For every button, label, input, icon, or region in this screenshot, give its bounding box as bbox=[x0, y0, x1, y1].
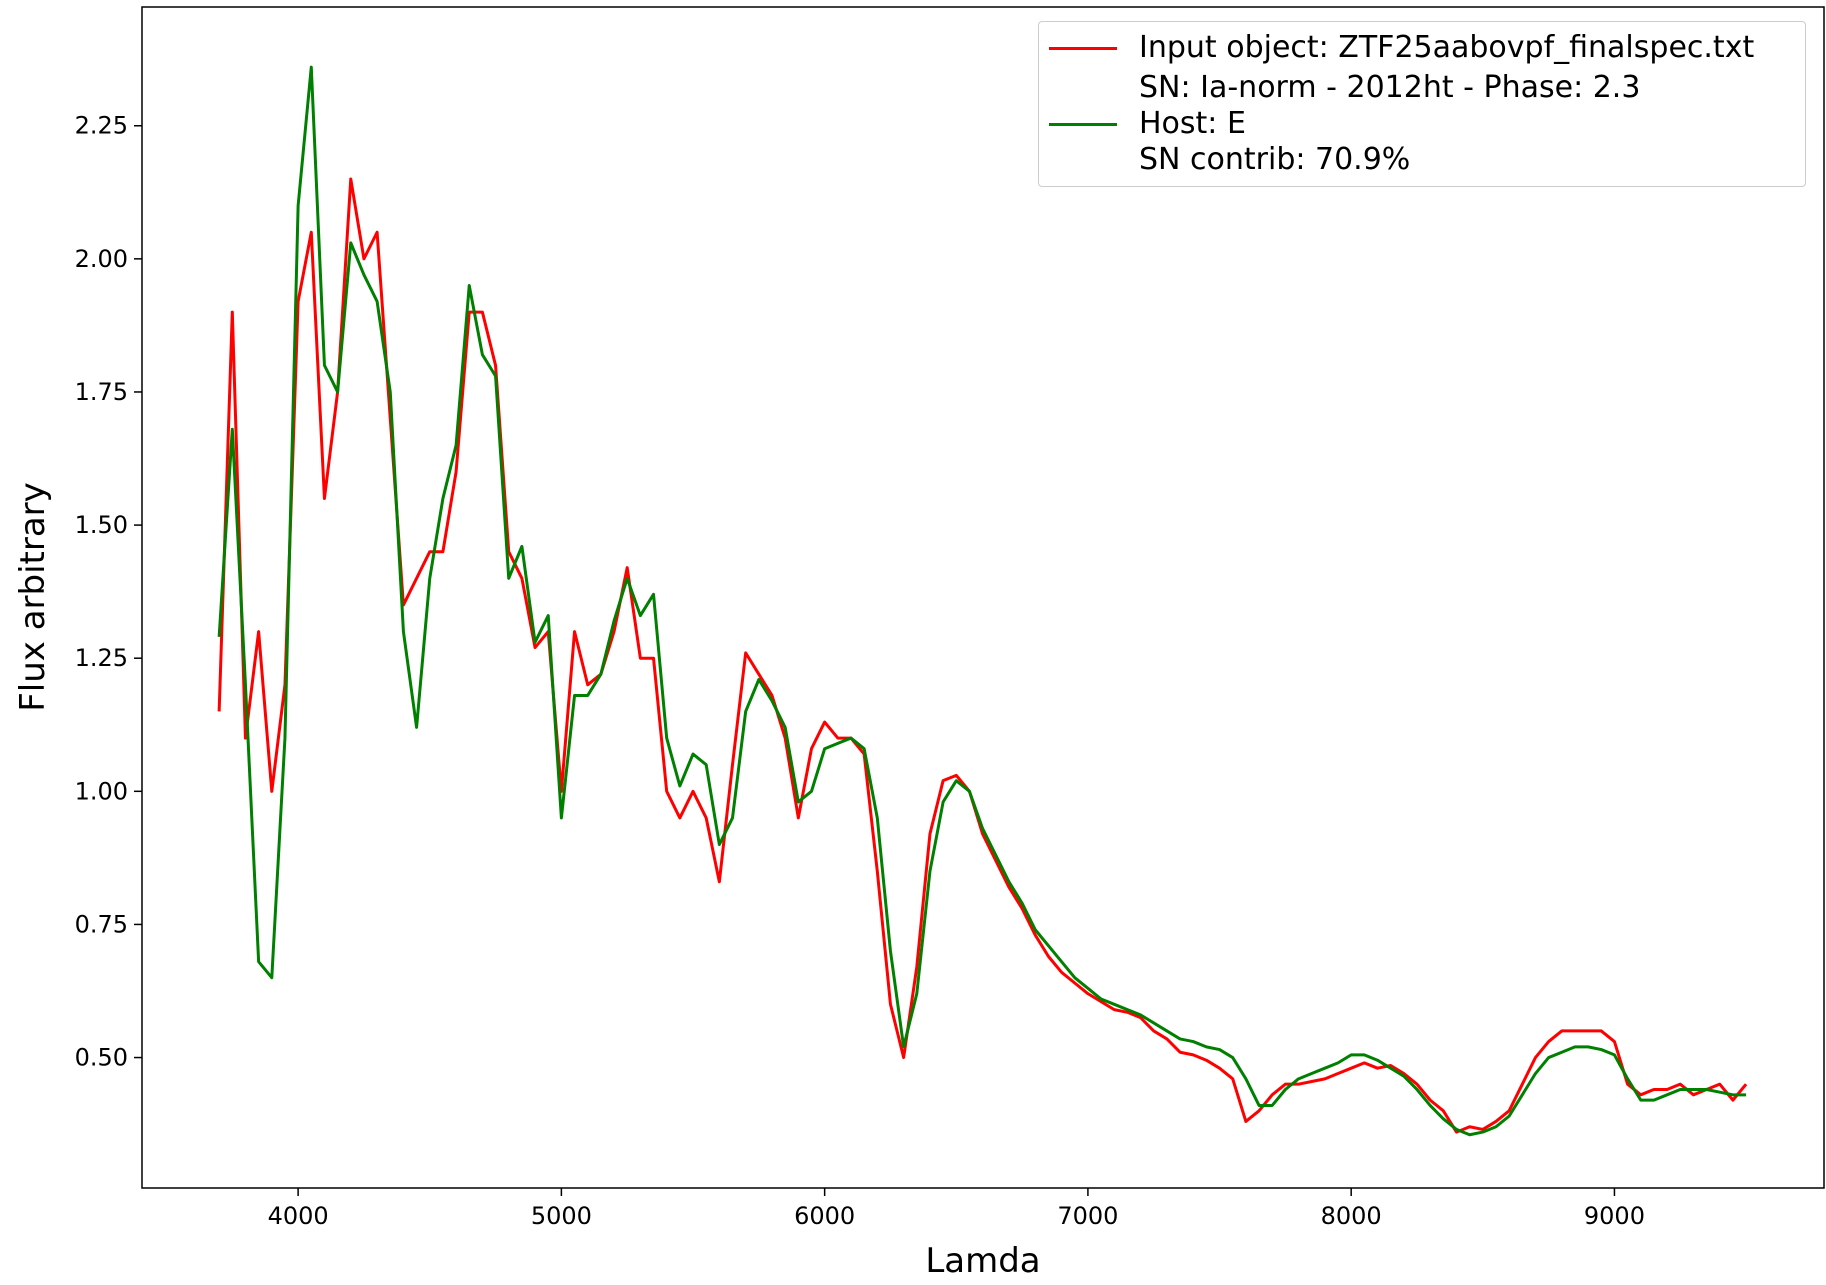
legend-swatch bbox=[1049, 122, 1117, 126]
y-axis-label: Flux arbitrary bbox=[13, 482, 53, 712]
y-tick-label: 0.50 bbox=[75, 1044, 128, 1072]
y-tick-label: 1.25 bbox=[75, 644, 128, 672]
legend-label: Input object: ZTF25aabovpf_finalspec.txt bbox=[1139, 30, 1755, 65]
plot-frame bbox=[141, 6, 1825, 1189]
x-tick-label: 4000 bbox=[268, 1202, 329, 1230]
legend-swatch bbox=[1049, 46, 1117, 50]
legend: Input object: ZTF25aabovpf_finalspec.txt… bbox=[1038, 21, 1806, 187]
y-tick-label: 0.75 bbox=[75, 910, 128, 938]
y-tick-label: 2.25 bbox=[75, 112, 128, 140]
y-tick-label: 1.50 bbox=[75, 511, 128, 539]
x-tick-label: 6000 bbox=[794, 1202, 855, 1230]
series-line bbox=[217, 177, 1748, 1134]
series-line bbox=[217, 65, 1747, 1137]
legend-entry: SN: Ia-norm - 2012ht - Phase: 2.3 Host: … bbox=[1049, 70, 1795, 178]
x-tick-label: 8000 bbox=[1321, 1202, 1382, 1230]
y-tick-label: 1.75 bbox=[75, 378, 128, 406]
legend-entry: Input object: ZTF25aabovpf_finalspec.txt bbox=[1049, 30, 1795, 66]
x-tick-label: 5000 bbox=[531, 1202, 592, 1230]
x-tick-label: 7000 bbox=[1057, 1202, 1118, 1230]
x-axis-label: Lamda bbox=[925, 1241, 1040, 1281]
y-tick-label: 1.00 bbox=[75, 777, 128, 805]
legend-label: SN: Ia-norm - 2012ht - Phase: 2.3 Host: … bbox=[1139, 70, 1641, 177]
y-tick-label: 2.00 bbox=[75, 245, 128, 273]
x-tick-label: 9000 bbox=[1584, 1202, 1645, 1230]
